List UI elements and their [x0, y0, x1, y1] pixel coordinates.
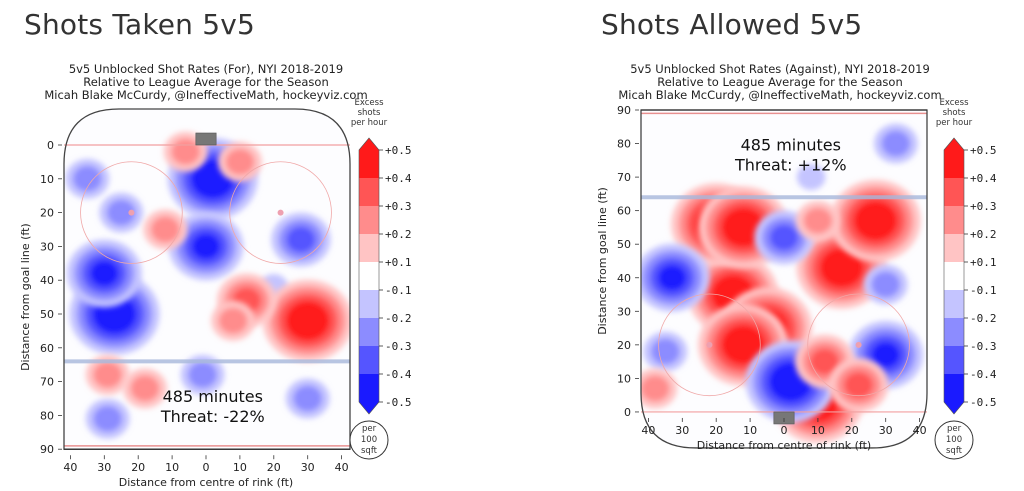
left-minutes-annotation: 485 minutes — [163, 387, 263, 406]
left-heat-blob-18 — [122, 368, 167, 409]
left-colorbar-tick-label: -0.4 — [385, 368, 412, 381]
left-heat-contour — [100, 301, 129, 327]
left-xtick-label: 10 — [165, 461, 179, 474]
left-ytick-label: 80 — [40, 409, 54, 422]
left-unit-line-2: 100 — [361, 435, 377, 445]
left-xtick-label: 20 — [267, 461, 281, 474]
left-colorbar-segment — [359, 290, 379, 319]
left-heat-blob-11 — [143, 209, 188, 250]
left-colorbar-segment — [359, 150, 379, 179]
right-chart-header: 5v5 Unblocked Shot Rates (Against), NYI … — [570, 63, 990, 102]
left-rink-boards — [63, 108, 351, 450]
left-heat-blob-6 — [271, 212, 331, 267]
left-heat-layer — [65, 131, 350, 439]
left-xtick-label: 10 — [233, 461, 247, 474]
left-colorbar-tick-label: -0.3 — [385, 340, 412, 353]
left-faceoff-dot — [277, 209, 284, 216]
left-chart-header: 5v5 Unblocked Shot Rates (For), NYI 2018… — [0, 63, 416, 102]
left-net-icon — [195, 132, 217, 146]
left-heat-blob-5 — [65, 158, 110, 199]
left-ytick-label: 70 — [40, 376, 54, 389]
left-colorbar-tick-label: -0.5 — [385, 396, 412, 409]
right-chart-credit: Micah Blake McCurdy, @IneffectiveMath, h… — [618, 88, 942, 102]
left-heat-blob-12 — [217, 141, 262, 182]
left-ytick-label: 30 — [40, 240, 54, 253]
panel-title-shots-taken: Shots Taken 5v5 — [24, 8, 256, 41]
left-heat-blob-8 — [262, 279, 350, 362]
left-chart-credit: Micah Blake McCurdy, @IneffectiveMath, h… — [44, 88, 368, 102]
right-chart-title: 5v5 Unblocked Shot Rates (Against), NYI … — [630, 62, 930, 76]
left-colorbar-segment — [359, 178, 379, 207]
left-yaxis-label: Distance from goal line (ft) — [19, 223, 32, 371]
left-colorbar-segment — [359, 262, 379, 291]
left-chart-subtitle: Relative to League Average for the Seaso… — [83, 75, 329, 89]
left-ytick-label: 60 — [40, 342, 54, 355]
left-unit-badge — [349, 420, 389, 460]
left-heat-contour — [293, 307, 323, 334]
left-colorbar-segment — [359, 346, 379, 375]
left-colorbar-tick-label: +0.2 — [385, 228, 412, 241]
left-colorbar-title-3: per hour — [351, 118, 388, 128]
left-heat-contour — [191, 233, 221, 260]
left-colorbar-title-1: Excess — [354, 98, 384, 108]
left-colorbar-segment — [359, 318, 379, 347]
left-colorbar-extend-max — [359, 138, 379, 150]
left-heat-contour — [293, 385, 323, 412]
left-heat-blob-15 — [285, 378, 330, 419]
left-heat-blob-3 — [66, 239, 142, 308]
left-ytick-label: 20 — [40, 207, 54, 220]
left-xtick-label: 0 — [203, 461, 210, 474]
left-xtick-label: 40 — [335, 461, 349, 474]
left-xtick-label: 30 — [97, 461, 111, 474]
left-ytick-label: 10 — [40, 173, 54, 186]
left-heat-contour — [130, 375, 160, 402]
left-unit-line-3: sqft — [361, 446, 378, 456]
left-xtick-label: 40 — [63, 461, 77, 474]
left-heat-blob-4 — [99, 192, 144, 233]
left-colorbar-segment — [359, 374, 379, 403]
left-heat-blob-14 — [180, 354, 225, 395]
left-heat-blob-10 — [211, 300, 256, 341]
left-heat-contour — [90, 260, 119, 287]
left-colorbar-tick-label: -0.2 — [385, 312, 412, 325]
left-ytick-label: 90 — [40, 443, 54, 456]
left-colorbar-extend-min — [359, 402, 379, 414]
left-heat-contour — [198, 165, 228, 192]
left-heat-blob-17 — [85, 354, 130, 395]
left-colorbar-tick-label: +0.4 — [385, 172, 412, 185]
left-colorbar-tick-label: +0.3 — [385, 200, 412, 213]
left-heat-contour — [151, 216, 180, 243]
left-heat-contour — [218, 307, 248, 334]
left-xtick-label: 20 — [131, 461, 145, 474]
left-heat-contour — [188, 361, 217, 388]
left-colorbar-segment — [359, 206, 379, 235]
left-ytick-label: 0 — [47, 139, 54, 152]
left-faceoff-circle — [229, 161, 332, 264]
left-ytick-label: 40 — [40, 274, 54, 287]
left-chart-title: 5v5 Unblocked Shot Rates (For), NYI 2018… — [68, 62, 344, 76]
left-colorbar-title-2: shots — [358, 108, 381, 118]
left-heat-blob-16 — [85, 398, 130, 439]
left-colorbar-tick-label: +0.1 — [385, 256, 412, 269]
left-threat-annotation: Threat: -22% — [160, 407, 265, 426]
left-xtick-label: 30 — [301, 461, 315, 474]
left-heat-contour — [93, 405, 122, 432]
left-heat-contour — [225, 148, 255, 175]
panel-title-shots-allowed: Shots Allowed 5v5 — [601, 8, 863, 41]
left-colorbar-segment — [359, 234, 379, 263]
left-faceoff-circle — [80, 161, 183, 264]
left-xaxis-label: Distance from centre of rink (ft) — [119, 476, 293, 489]
left-colorbar-tick-label: +0.5 — [385, 144, 412, 157]
left-heat-contour — [286, 226, 316, 253]
left-colorbar-tick-label: -0.1 — [385, 284, 412, 297]
left-heat-contour — [73, 165, 102, 192]
left-unit-line-1: per — [362, 424, 377, 434]
left-faceoff-dot — [128, 209, 135, 216]
left-ytick-label: 50 — [40, 308, 54, 321]
left-heat-contour — [93, 361, 122, 388]
left-heat-contour — [106, 199, 136, 226]
right-chart-subtitle: Relative to League Average for the Seaso… — [657, 75, 903, 89]
